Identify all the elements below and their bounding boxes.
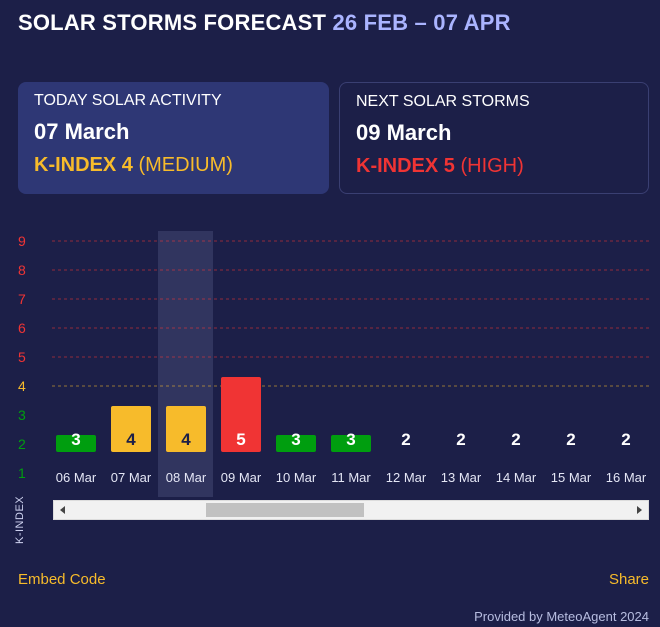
y-tick-label: 8 [18, 262, 26, 278]
today-date: 07 March [34, 119, 130, 144]
date-range: 26 FEB – 07 APR [332, 10, 511, 35]
embed-code-link[interactable]: Embed Code [18, 571, 106, 588]
title-text: SOLAR STORMS FORECAST [18, 10, 327, 35]
scroll-right-arrow-icon[interactable] [637, 506, 642, 514]
y-tick-label: 4 [18, 378, 26, 394]
page-title: SOLAR STORMS FORECAST 26 FEB – 07 APR [18, 10, 511, 36]
bar-value-label: 5 [236, 430, 245, 449]
bar-value-label: 3 [346, 430, 355, 449]
scroll-thumb[interactable] [206, 503, 364, 517]
x-tick-label: 10 Mar [276, 470, 317, 485]
today-kindex-value: K-INDEX 4 [34, 154, 133, 176]
y-tick-label: 2 [18, 436, 26, 452]
kindex-bar-chart: 1 2 3 4 5 6 7 8 9 3 06 Mar 4 07 Mar 4 08 Mar 5 09 Mar 3 10… [18, 231, 650, 497]
bar [166, 406, 206, 452]
bar-value-label: 2 [621, 430, 630, 449]
share-link[interactable]: Share [608, 571, 649, 588]
today-kindex: K-INDEX 4 (MEDIUM) [34, 154, 313, 177]
provider-credit: Provided by MeteoAgent 2024 [474, 609, 649, 624]
y-tick-label: 7 [18, 291, 26, 307]
x-tick-label: 15 Mar [551, 470, 592, 485]
bar-value-label: 4 [181, 430, 191, 449]
bar-value-label: 4 [126, 430, 136, 449]
bar-value-label: 3 [291, 430, 300, 449]
chart-horizontal-scrollbar[interactable] [53, 500, 649, 520]
next-kindex: K-INDEX 5 (HIGH) [356, 155, 632, 178]
next-card-label: NEXT SOLAR STORMS [356, 93, 530, 110]
y-axis-label: K-INDEX [14, 495, 26, 544]
y-tick-label: 6 [18, 320, 26, 336]
x-tick-label: 07 Mar [111, 470, 152, 485]
x-tick-label: 16 Mar [606, 470, 647, 485]
x-tick-label: 11 Mar [331, 470, 371, 485]
x-tick-label: 06 Mar [56, 470, 97, 485]
y-tick-label: 5 [18, 349, 26, 365]
scroll-left-arrow-icon[interactable] [60, 506, 65, 514]
next-storm-card: NEXT SOLAR STORMS 09 March K-INDEX 5 (HI… [339, 82, 649, 194]
today-level: (MEDIUM) [138, 154, 233, 176]
bar [331, 435, 371, 452]
bar-value-label: 2 [401, 430, 410, 449]
y-tick-label: 1 [18, 465, 26, 481]
today-card-label: TODAY SOLAR ACTIVITY [34, 92, 222, 109]
next-level: (HIGH) [460, 155, 524, 177]
today-activity-card: TODAY SOLAR ACTIVITY 07 March K-INDEX 4 … [18, 82, 329, 194]
bar [276, 435, 316, 452]
bar [221, 377, 261, 452]
bar-value-label: 2 [456, 430, 465, 449]
bar-value-label: 2 [511, 430, 520, 449]
bar-value-label: 3 [71, 430, 80, 449]
x-tick-label: 13 Mar [441, 470, 482, 485]
next-kindex-value: K-INDEX 5 [356, 155, 455, 177]
next-date: 09 March [356, 120, 452, 145]
x-tick-label: 08 Mar [166, 470, 207, 485]
bar [56, 435, 96, 452]
y-tick-label: 3 [18, 407, 26, 423]
x-tick-label: 14 Mar [496, 470, 537, 485]
x-tick-label: 12 Mar [386, 470, 427, 485]
y-tick-label: 9 [18, 233, 26, 249]
highlight-column [158, 231, 213, 497]
x-tick-label: 09 Mar [221, 470, 262, 485]
bar-value-label: 2 [566, 430, 575, 449]
bar [111, 406, 151, 452]
